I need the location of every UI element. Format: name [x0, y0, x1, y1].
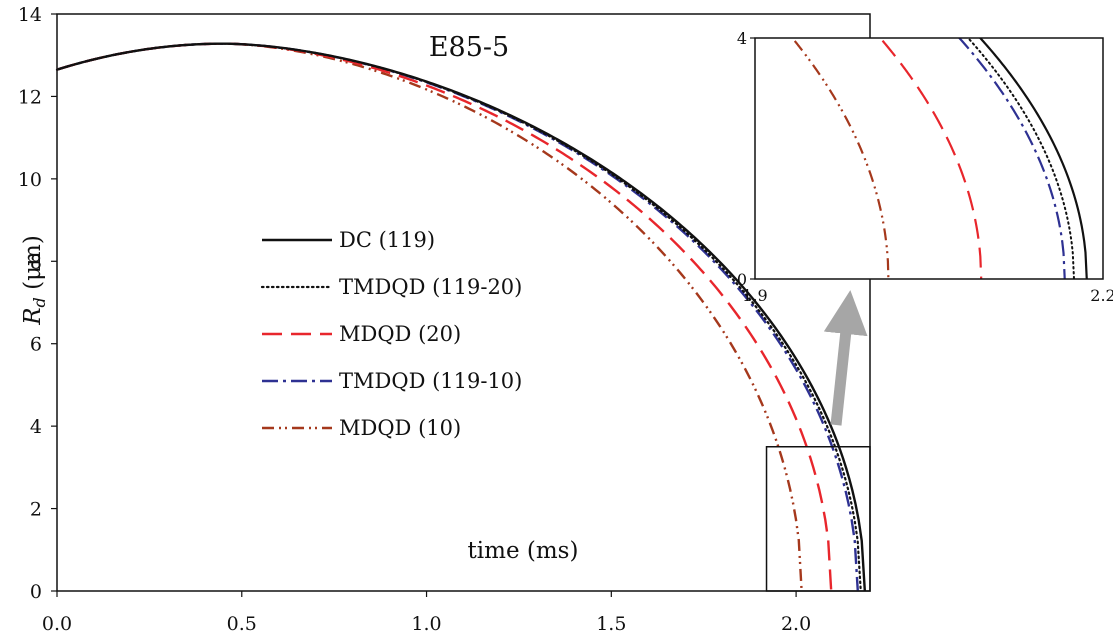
- zoom-region-box: [765, 446, 871, 592]
- series-line-mdqd-10: [56, 42, 803, 592]
- x-tick-label: 0.0: [42, 613, 72, 635]
- x-tick-label: 1.5: [596, 613, 626, 635]
- x-tick-label: 1.0: [411, 613, 441, 635]
- legend-label: MDQD (20): [339, 322, 461, 346]
- inset-plot-frame: [754, 37, 1104, 280]
- inset-series-group: [790, 38, 1088, 279]
- main-plot: 0.0 0.5 1.0 1.5 2.0 0 2 4 6 8 10 12 14 E85-5 time (…: [18, 4, 871, 635]
- inset-background: [755, 38, 1103, 279]
- inset-x-tick-label: 2.2: [1090, 286, 1113, 305]
- y-tick-label: 8: [30, 251, 42, 273]
- inset-x-tick-label: 1.9: [742, 286, 767, 305]
- series-line-dc-119: [56, 42, 867, 592]
- inset-series-line-tmdqd-119-10: [957, 38, 1066, 279]
- inset-plot: 1.9 2.2 04: [737, 29, 1113, 305]
- y-tick-label: 14: [18, 4, 42, 26]
- y-tick-label: 2: [30, 499, 42, 521]
- inset-series-line-tmdqd-119-20: [966, 38, 1075, 279]
- y-axis-label-unit: (μm): [20, 235, 46, 297]
- inset-y-axis: 04: [737, 29, 755, 289]
- y-axis-label: Rd (μm): [20, 235, 49, 326]
- inset-y-tick-label: 0: [737, 270, 747, 289]
- x-tick-label: 2.0: [781, 613, 811, 635]
- inset-y-tick-label: 4: [737, 29, 747, 48]
- y-tick-label: 0: [30, 581, 42, 603]
- y-tick-label: 4: [30, 416, 42, 438]
- y-axis-label-main: R: [20, 307, 46, 325]
- legend-label: TMDQD (119-10): [339, 369, 522, 393]
- main-series-group: [55, 42, 867, 593]
- zoom-arrow: [823, 290, 868, 426]
- chart-title: E85-5: [429, 32, 509, 63]
- y-tick-label: 10: [18, 169, 42, 191]
- main-x-axis: 0.0 0.5 1.0 1.5 2.0: [42, 591, 811, 635]
- main-plot-frame: [56, 13, 871, 592]
- x-axis-label: time (ms): [468, 538, 579, 564]
- y-tick-label: 12: [18, 86, 42, 108]
- legend-label: MDQD (10): [339, 416, 461, 440]
- legend-label: DC (119): [339, 228, 435, 252]
- inset-series-line-dc-119: [978, 38, 1088, 279]
- main-y-axis: 0 2 4 6 8 10 12 14: [18, 4, 57, 603]
- y-tick-label: 6: [30, 334, 42, 356]
- x-tick-label: 0.5: [227, 613, 257, 635]
- inset-x-axis: 1.9 2.2: [742, 286, 1113, 305]
- legend-label: TMDQD (119-20): [339, 275, 522, 299]
- legend: DC (119) TMDQD (119-20) MDQD (20) TMDQD (11…: [260, 228, 522, 440]
- y-axis-label-subscript: d: [30, 297, 49, 307]
